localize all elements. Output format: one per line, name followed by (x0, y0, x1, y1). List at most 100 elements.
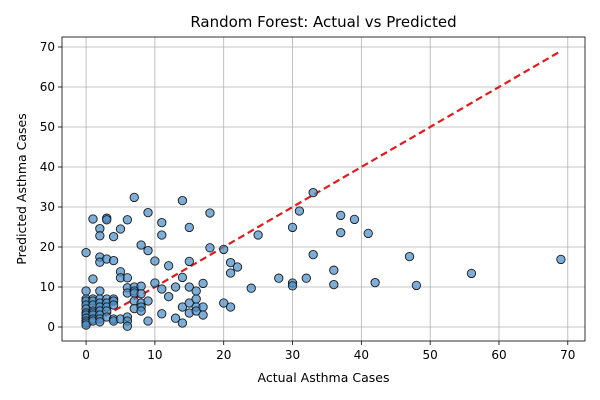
data-point (205, 208, 215, 218)
data-point (184, 298, 194, 308)
reference-line (85, 50, 562, 328)
data-point (177, 302, 188, 312)
data-point (81, 286, 91, 296)
data-point (122, 273, 133, 283)
data-point (184, 256, 194, 267)
data-point (157, 230, 167, 240)
y-tick-label: 50 (40, 120, 55, 134)
data-point (336, 227, 346, 238)
plot-frame (61, 36, 586, 342)
data-point (136, 240, 146, 250)
data-point (150, 256, 160, 266)
data-point (143, 207, 153, 218)
data-point (294, 206, 305, 216)
data-point (88, 214, 98, 224)
data-point (129, 192, 139, 203)
x-tick-label: 70 (560, 348, 575, 362)
x-axis-label: Actual Asthma Cases (258, 370, 390, 385)
data-point (370, 277, 380, 288)
data-point (198, 302, 208, 312)
x-tick-label: 30 (285, 348, 300, 362)
data-point (349, 214, 360, 225)
data-point (108, 231, 119, 242)
data-point (363, 228, 373, 239)
data-point (308, 187, 318, 198)
axis-ticks: 0 10 20 30 40 50 60 70 0 10 20 30 40 50 60 70 (40, 40, 576, 362)
x-tick-label: 40 (354, 348, 369, 362)
data-point (287, 222, 298, 233)
data-point (308, 249, 318, 260)
data-point (191, 286, 201, 296)
data-point (556, 254, 566, 265)
x-tick-label: 20 (216, 348, 231, 362)
y-tick-label: 40 (40, 160, 55, 174)
data-point (205, 243, 215, 253)
data-point (336, 210, 346, 221)
data-point (157, 217, 167, 228)
data-point (170, 282, 181, 292)
data-point (136, 306, 146, 316)
data-point (225, 257, 236, 268)
data-point (170, 313, 181, 323)
y-tick-label: 0 (47, 320, 55, 334)
data-point (191, 306, 201, 316)
y-tick-label: 20 (40, 240, 55, 254)
data-point (329, 279, 339, 290)
data-point (122, 215, 133, 225)
data-point (219, 298, 229, 308)
x-tick-label: 0 (82, 348, 90, 362)
data-point (115, 224, 126, 234)
data-point (164, 261, 174, 271)
data-point (232, 262, 243, 272)
data-point (246, 283, 256, 293)
data-point (225, 268, 236, 278)
data-point (95, 286, 105, 296)
data-point (225, 302, 236, 312)
data-point (198, 310, 208, 320)
y-axis-label: Predicted Asthma Cases (14, 113, 29, 264)
data-point (143, 296, 153, 306)
data-point (164, 291, 174, 302)
data-points (81, 187, 566, 331)
data-point (191, 294, 201, 304)
data-point (143, 316, 153, 326)
data-point (466, 268, 477, 279)
data-point (102, 215, 112, 225)
data-point (219, 244, 229, 255)
data-point (108, 300, 119, 310)
data-point (177, 272, 188, 283)
chart-title: Random Forest: Actual vs Predicted (190, 13, 456, 31)
data-point (329, 265, 339, 275)
data-point (198, 278, 208, 289)
data-point (184, 282, 194, 292)
data-point (95, 317, 105, 327)
x-tick-label: 50 (423, 348, 438, 362)
data-point (274, 273, 284, 283)
data-point (157, 309, 167, 319)
data-point (136, 281, 146, 291)
data-point (88, 274, 98, 284)
reference-line-layer (85, 50, 562, 328)
data-point (136, 289, 146, 299)
data-point (143, 245, 153, 256)
data-point (81, 320, 91, 330)
x-tick-label: 10 (147, 348, 162, 362)
data-point (177, 195, 188, 206)
data-point (150, 278, 160, 288)
data-point (81, 247, 91, 258)
data-point (122, 321, 133, 331)
data-point (404, 251, 415, 262)
data-point (108, 255, 119, 266)
data-point (411, 280, 422, 291)
y-tick-label: 10 (40, 280, 55, 294)
data-point (95, 231, 105, 241)
y-tick-label: 60 (40, 80, 55, 94)
data-point (177, 318, 188, 328)
x-tick-label: 60 (491, 348, 506, 362)
y-tick-label: 30 (40, 200, 55, 214)
data-point (301, 273, 311, 283)
data-point (157, 284, 167, 294)
data-point (184, 222, 194, 233)
